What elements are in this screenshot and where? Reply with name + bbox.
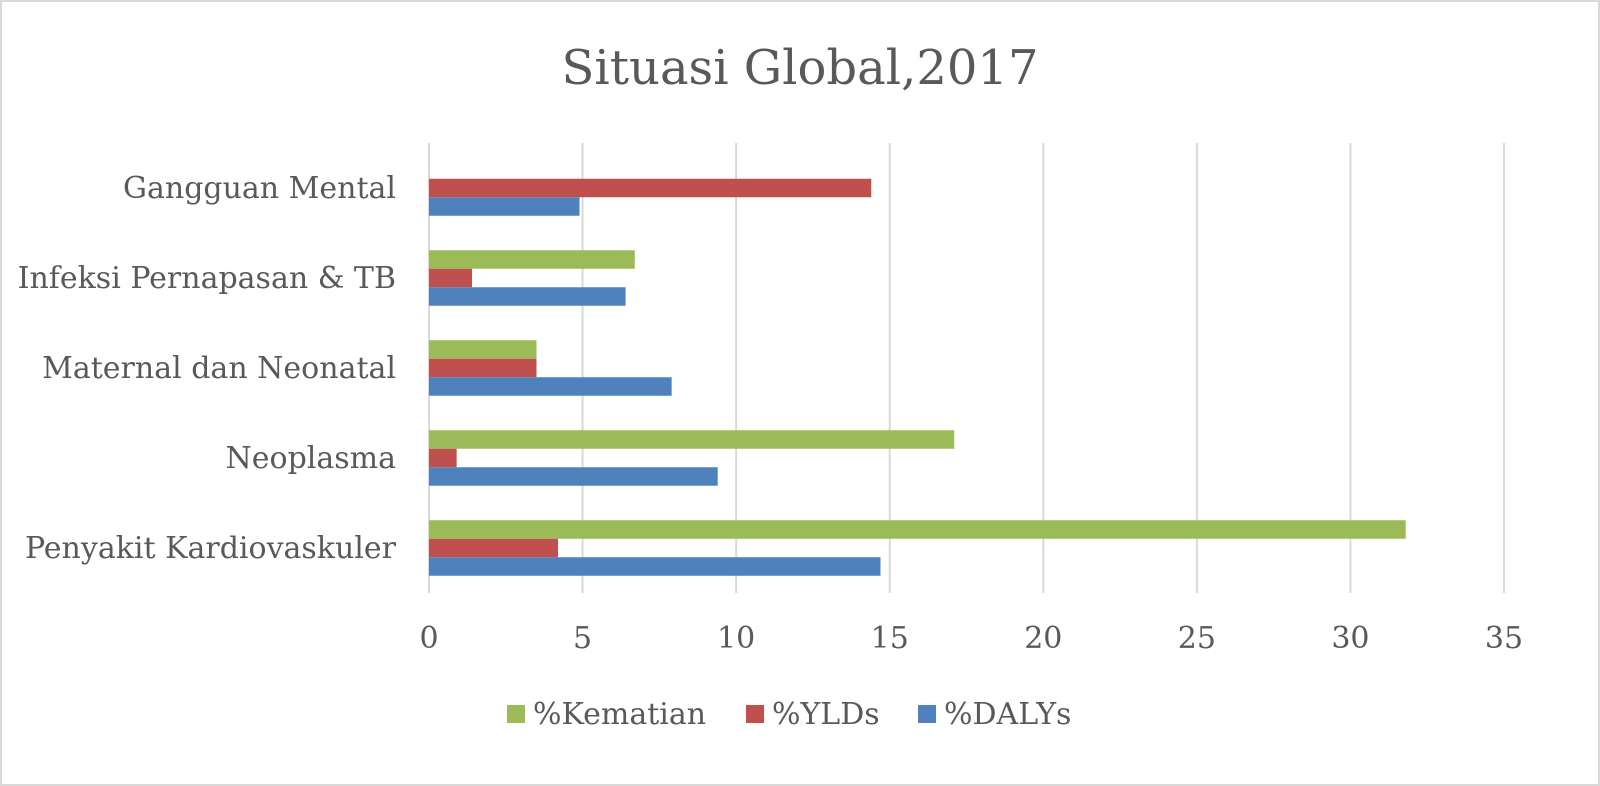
x-tick-labels: 0 5 10 15 20 25 30 35: [419, 621, 1523, 656]
x-tick-label: 15: [871, 621, 909, 656]
x-tick-label: 35: [1485, 621, 1523, 656]
gridlines: [428, 143, 1505, 593]
x-tick-label: 10: [717, 621, 755, 656]
bar: [429, 358, 537, 378]
bar: [429, 430, 955, 449]
bar: [429, 377, 672, 396]
category-labels: Gangguan Mental Infeksi Pernapasan & TB Ma…: [18, 171, 397, 566]
legend-label: %Kematian: [533, 697, 706, 732]
category-label: Neoplasma: [226, 441, 397, 476]
x-tick-label: 20: [1024, 621, 1062, 656]
x-tick-label: 5: [573, 621, 592, 656]
category-label: Gangguan Mental: [123, 171, 396, 206]
bar: [429, 448, 457, 468]
legend: %Kematian %YLDs %DALYs: [507, 697, 1071, 732]
bar: [429, 538, 558, 558]
legend-label: %YLDs: [772, 697, 880, 732]
bar: [429, 250, 635, 269]
bar: [429, 287, 626, 306]
bar: [429, 467, 718, 486]
bar: [429, 557, 881, 576]
legend-swatch: [507, 705, 525, 723]
bar: [429, 340, 537, 359]
chart-title: Situasi Global,2017: [562, 40, 1039, 96]
legend-label: %DALYs: [944, 697, 1071, 732]
legend-swatch: [918, 705, 936, 723]
bars: [429, 178, 1406, 576]
bar: [429, 520, 1406, 539]
bar: [429, 268, 472, 288]
category-label: Maternal dan Neonatal: [42, 351, 396, 386]
legend-swatch: [746, 705, 764, 723]
bar: [429, 178, 872, 198]
x-tick-label: 30: [1331, 621, 1369, 656]
category-label: Infeksi Pernapasan & TB: [18, 261, 396, 296]
x-tick-label: 25: [1178, 621, 1216, 656]
bar: [429, 197, 580, 216]
x-tick-label: 0: [419, 621, 438, 656]
category-label: Penyakit Kardiovaskuler: [25, 531, 397, 566]
